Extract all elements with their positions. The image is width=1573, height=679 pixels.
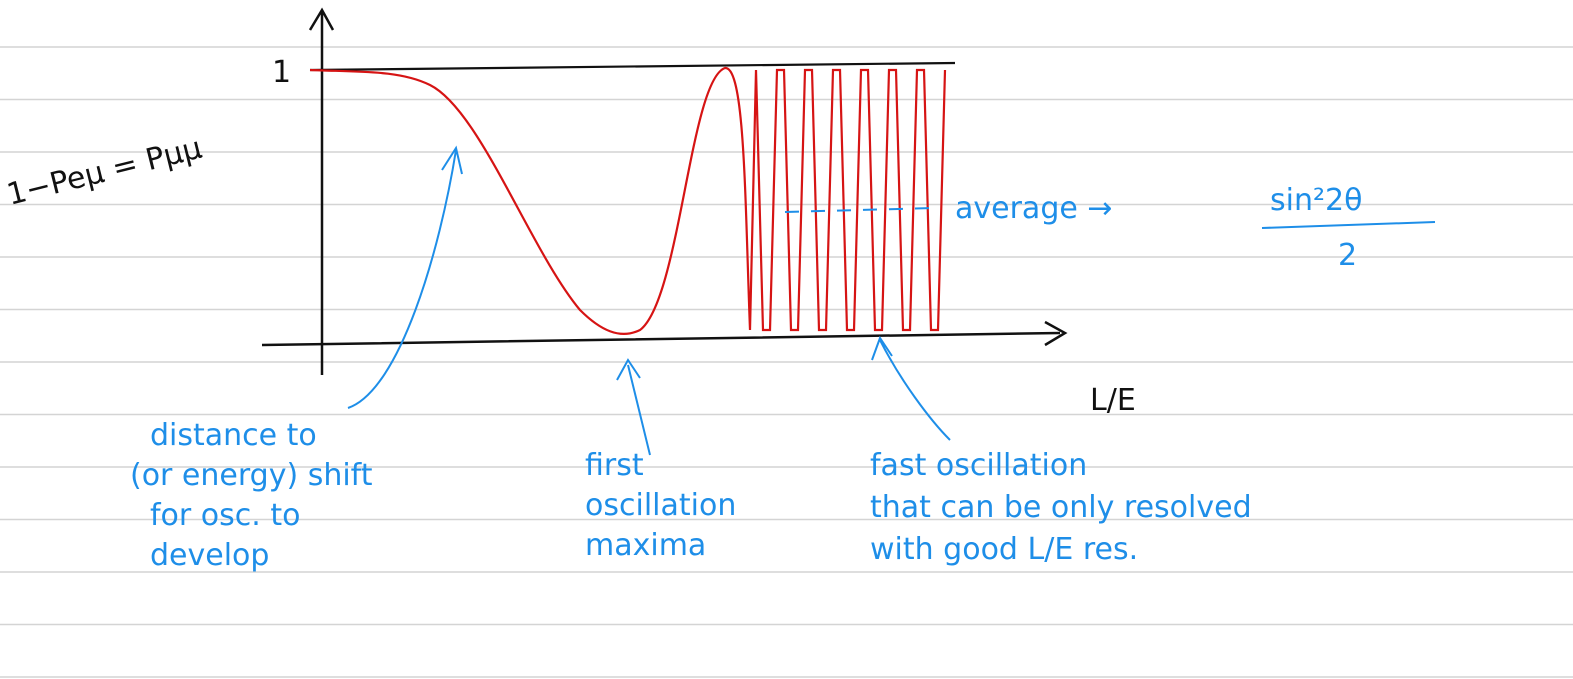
annotation-line: maxima	[585, 528, 706, 563]
arrow	[872, 338, 950, 440]
arrow	[348, 148, 462, 408]
average-label: average →	[955, 191, 1113, 226]
probability-curve	[310, 68, 945, 334]
annotation-line: first	[585, 448, 644, 483]
arrow	[617, 360, 650, 455]
x-axis	[262, 322, 1065, 345]
annotation-line: develop	[150, 538, 269, 573]
annotations: distance to (or energy) shift for osc. to d…	[130, 418, 1252, 573]
fraction-bar	[1262, 222, 1435, 228]
x-axis-label: L/E	[1090, 383, 1136, 418]
average-numerator: sin²2θ	[1270, 183, 1362, 218]
average-denominator: 2	[1338, 238, 1357, 273]
top-line	[310, 63, 955, 70]
annotation-line: with good L/E res.	[870, 532, 1138, 567]
annotation-line: that can be only resolved	[870, 490, 1252, 525]
annotation-line: (or energy) shift	[130, 458, 373, 493]
annotation-line: fast oscillation	[870, 448, 1087, 483]
note-page: 1 1−Peμ = Pμμ L/E average → sin²2θ 2 dis…	[0, 0, 1573, 679]
annotation-line: oscillation	[585, 488, 736, 523]
annotation-line: for osc. to	[150, 498, 300, 533]
annotation-line: distance to	[150, 418, 317, 453]
y-top-label: 1	[272, 55, 291, 90]
y-axis	[310, 10, 333, 375]
y-axis-label: 1−Peμ = Pμμ	[3, 131, 205, 213]
